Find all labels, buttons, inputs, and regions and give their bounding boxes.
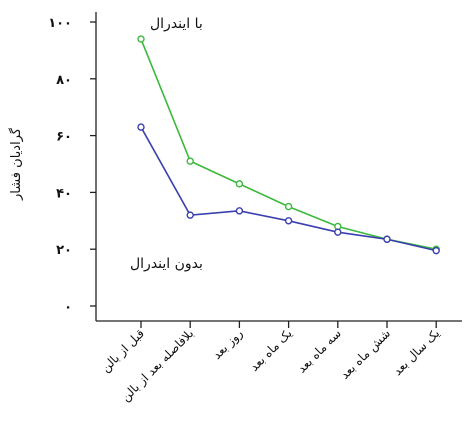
y-tick-label: ۲۰ [56, 243, 72, 258]
y-tick-label: ۶۰ [56, 130, 72, 145]
series-label-without-inderal: بدون ایندرال [130, 256, 203, 272]
x-tick-label: یک سال بعد [390, 326, 442, 378]
x-tick-label: قبل از بالن [98, 326, 147, 375]
x-tick-label: یک ماه بعد [247, 326, 295, 374]
data-point-1 [137, 123, 145, 131]
data-point-1 [186, 211, 194, 219]
y-tick-label: ۱۰۰ [48, 16, 72, 31]
data-point-1 [235, 207, 244, 215]
data-point-1 [334, 228, 342, 236]
data-point-1 [432, 246, 440, 255]
y-tick-label: ۴۰ [56, 186, 72, 201]
data-point-0 [137, 35, 145, 43]
x-tick-label: روز بعد [210, 326, 247, 363]
series-layer [137, 35, 440, 255]
data-point-1 [383, 235, 391, 243]
data-point-1 [284, 217, 293, 225]
series-label-with-inderal: با ایندرال [150, 16, 203, 32]
data-point-0 [235, 180, 244, 188]
y-tick-label: ۸۰ [56, 73, 72, 88]
y-tick-label: ۰ [64, 300, 72, 315]
y-ticks: ۰ ۲۰ ۴۰ ۶۰ ۸۰ ۱۰۰ [48, 16, 96, 315]
x-tick-label: سه ماه بعد [294, 326, 343, 375]
y-axis-title: گرادیان فشار [8, 127, 24, 201]
data-point-0 [186, 157, 194, 165]
series-line-1 [140, 126, 437, 252]
data-point-0 [284, 202, 293, 211]
x-tick-label: شش ماه بعد [337, 326, 393, 382]
